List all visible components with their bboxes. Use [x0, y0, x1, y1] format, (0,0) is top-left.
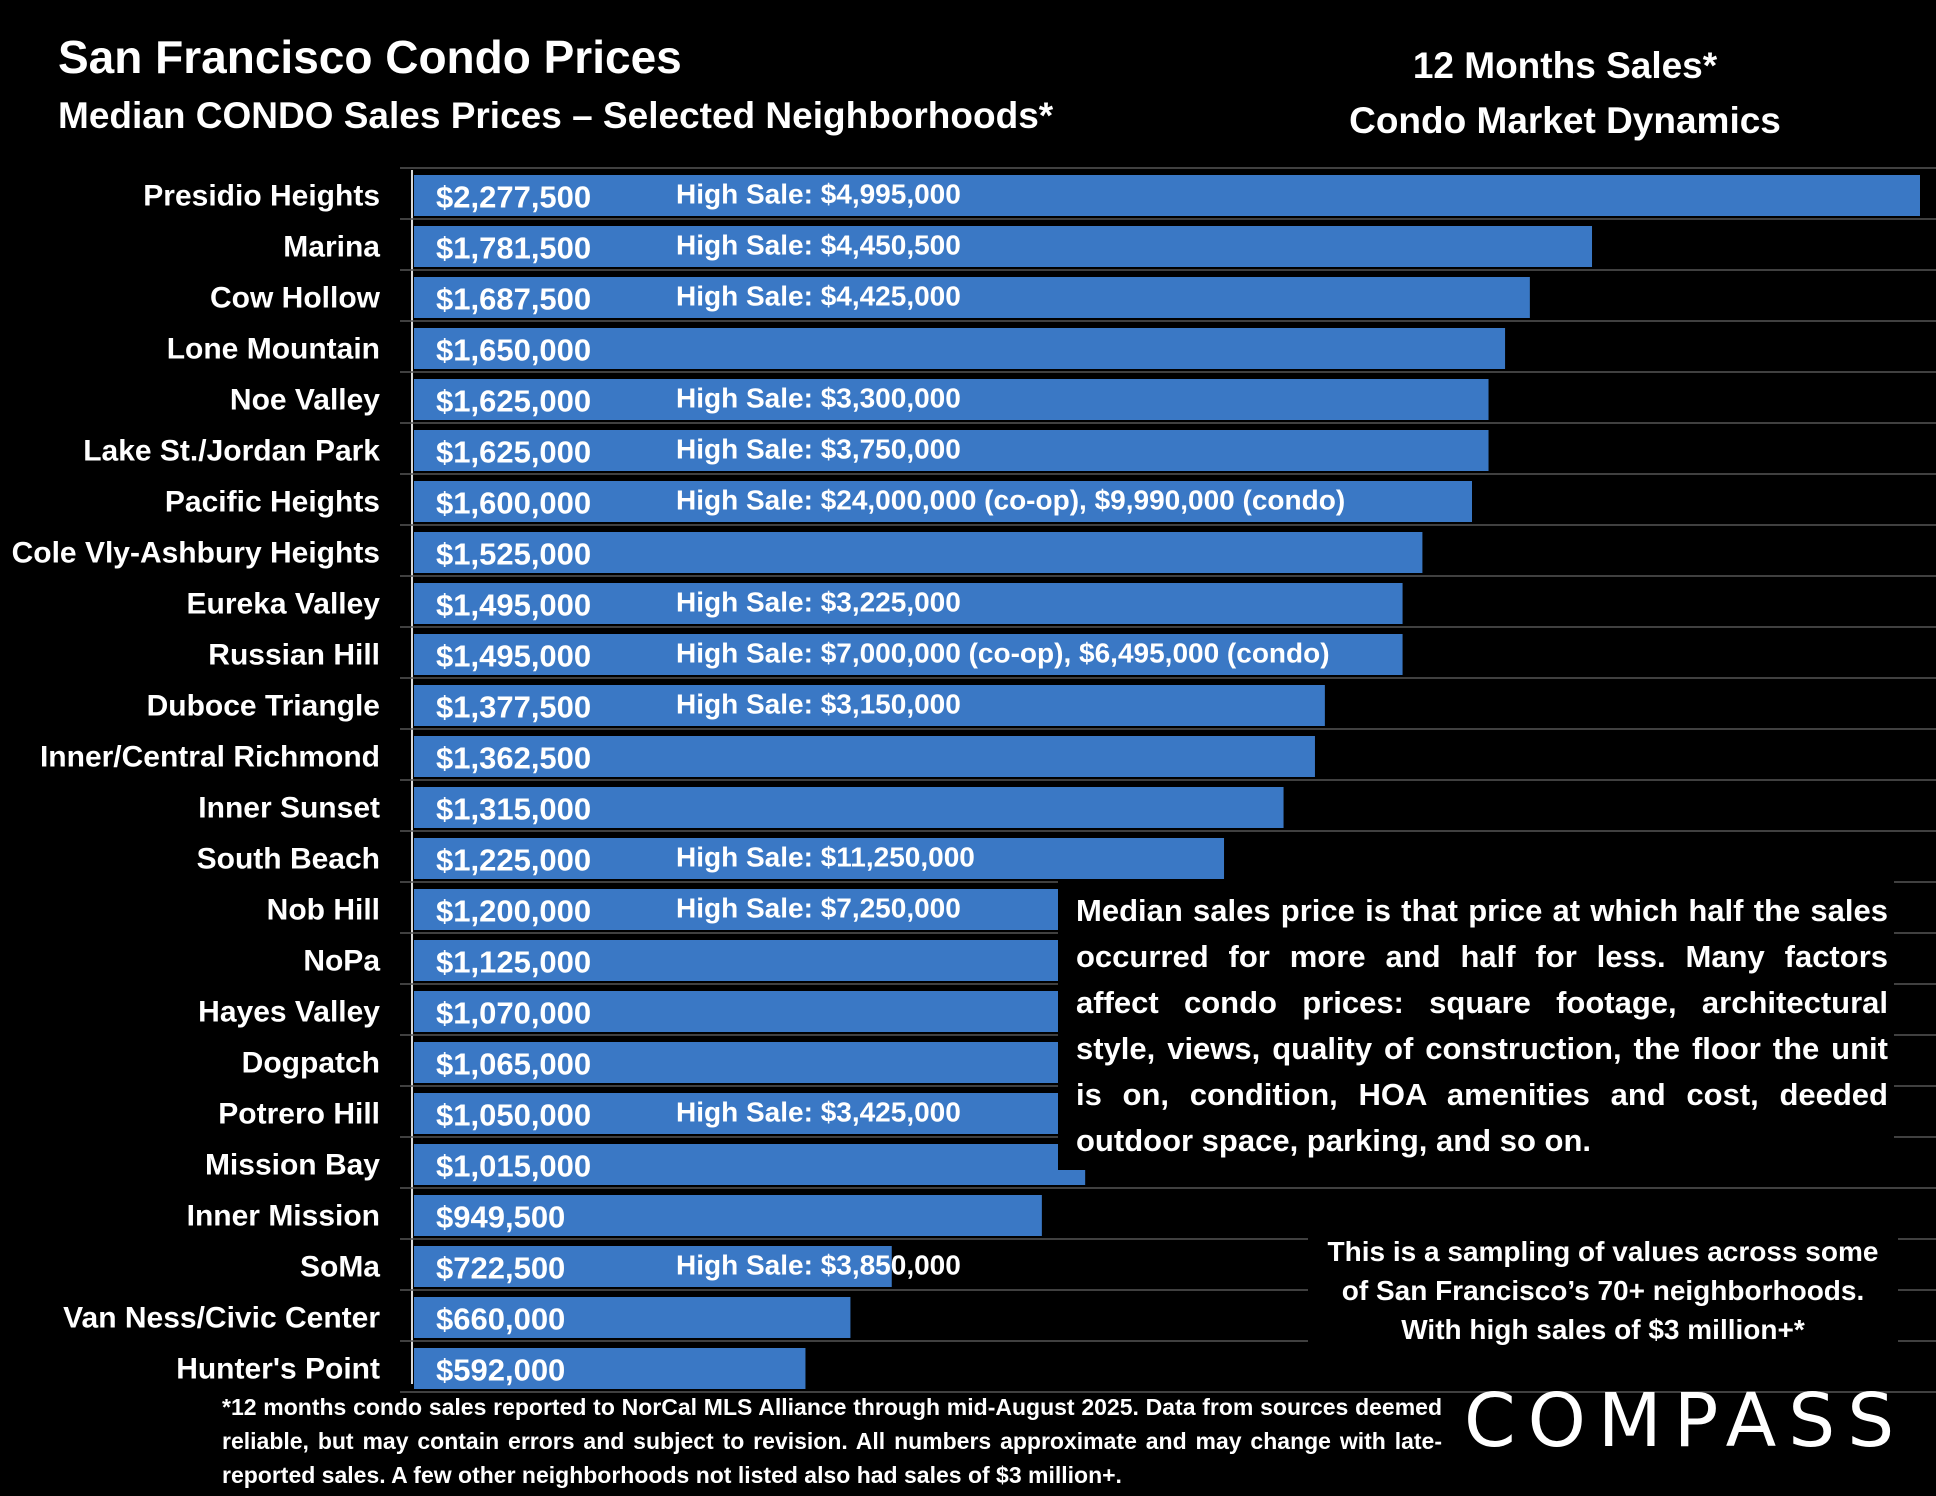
category-label: Inner Mission — [187, 1200, 380, 1233]
value-label: $1,050,000 — [436, 1098, 591, 1133]
bar — [414, 685, 1325, 726]
bar — [414, 1246, 892, 1287]
high-sale-label: High Sale: $7,000,000 (co-op), $6,495,00… — [676, 638, 1330, 669]
bar — [414, 328, 1506, 369]
chart-subtitle: Median CONDO Sales Prices – Selected Nei… — [58, 95, 1054, 136]
value-label: $1,650,000 — [436, 333, 591, 368]
category-label: Potrero Hill — [218, 1098, 380, 1131]
bar — [414, 430, 1489, 471]
value-label: $2,277,500 — [436, 180, 591, 215]
value-label: $1,015,000 — [436, 1149, 591, 1184]
value-label: $1,600,000 — [436, 486, 591, 521]
category-label: Presidio Heights — [143, 180, 380, 213]
category-label: Lake St./Jordan Park — [83, 435, 380, 468]
category-label: Russian Hill — [208, 639, 380, 672]
bar — [414, 1093, 1109, 1134]
high-sale-label: High Sale: $4,995,000 — [676, 179, 961, 210]
sampling-line-3: With high sales of $3 million+* — [1401, 1314, 1805, 1345]
bar — [414, 1297, 851, 1338]
value-label: $592,000 — [436, 1353, 565, 1388]
value-label: $1,495,000 — [436, 588, 591, 623]
right-header-line1: 12 Months Sales* — [1412, 45, 1718, 86]
value-label: $1,781,500 — [436, 231, 591, 266]
sampling-line-2: of San Francisco’s 70+ neighborhoods. — [1341, 1275, 1865, 1306]
category-label: Hunter's Point — [176, 1353, 380, 1386]
compass-logo: COMPASS — [1464, 1378, 1907, 1464]
category-label: Marina — [283, 231, 380, 264]
value-label: $1,525,000 — [436, 537, 591, 572]
value-label: $949,500 — [436, 1200, 565, 1235]
category-label: Mission Bay — [205, 1149, 380, 1182]
category-label: Eureka Valley — [187, 588, 381, 621]
footnote: *12 months condo sales reported to NorCa… — [222, 1394, 1442, 1488]
bar — [414, 838, 1225, 879]
high-sale-label: High Sale: $3,150,000 — [676, 689, 961, 720]
high-sale-label: High Sale: $3,225,000 — [676, 587, 961, 618]
value-label: $1,065,000 — [436, 1047, 591, 1082]
high-sale-label: High Sale: $3,850,000 — [676, 1250, 961, 1281]
bar — [414, 226, 1593, 267]
category-label: Pacific Heights — [165, 486, 380, 519]
category-label: Van Ness/Civic Center — [63, 1302, 380, 1335]
bar — [414, 787, 1284, 828]
bar — [414, 379, 1489, 420]
bar — [414, 175, 1920, 216]
category-label: Duboce Triangle — [147, 690, 380, 723]
category-label: Cole Vly-Ashbury Heights — [12, 537, 380, 570]
high-sale-label: High Sale: $3,425,000 — [676, 1097, 961, 1128]
value-label: $1,625,000 — [436, 384, 591, 419]
chart-title: San Francisco Condo Prices — [58, 31, 682, 83]
category-label: SoMa — [300, 1251, 380, 1284]
median-explanation-box: Median sales price is that price at whic… — [1058, 880, 1894, 1170]
value-label: $1,625,000 — [436, 435, 591, 470]
bar — [414, 736, 1315, 777]
value-label: $1,362,500 — [436, 741, 591, 776]
value-label: $1,315,000 — [436, 792, 591, 827]
bar — [414, 583, 1403, 624]
value-label: $1,225,000 — [436, 843, 591, 878]
bar — [414, 1195, 1042, 1236]
right-header-line2: Condo Market Dynamics — [1349, 100, 1781, 141]
value-label: $1,495,000 — [436, 639, 591, 674]
category-label: Lone Mountain — [167, 333, 380, 366]
value-label: $1,125,000 — [436, 945, 591, 980]
bar — [414, 940, 1158, 981]
high-sale-label: High Sale: $11,250,000 — [676, 842, 975, 873]
category-label: South Beach — [197, 843, 380, 876]
bar — [414, 1144, 1086, 1185]
category-label: Nob Hill — [267, 894, 380, 927]
sampling-note: This is a sampling of values across some… — [1308, 1232, 1898, 1382]
bar — [414, 277, 1530, 318]
sampling-line-1: This is a sampling of values across some — [1327, 1236, 1879, 1267]
high-sale-label: High Sale: $4,450,500 — [676, 230, 961, 261]
category-label: Inner Sunset — [198, 792, 380, 825]
category-label: Dogpatch — [242, 1047, 380, 1080]
value-label: $660,000 — [436, 1302, 565, 1337]
bar — [414, 1042, 1119, 1083]
value-label: $1,200,000 — [436, 894, 591, 929]
high-sale-label: High Sale: $3,300,000 — [676, 383, 961, 414]
value-label: $1,687,500 — [436, 282, 591, 317]
right-header: 12 Months Sales* Condo Market Dynamics — [1290, 38, 1840, 148]
high-sale-label: High Sale: $4,425,000 — [676, 281, 961, 312]
category-label: Cow Hollow — [210, 282, 381, 315]
value-label: $1,070,000 — [436, 996, 591, 1031]
median-explanation-text: Median sales price is that price at whic… — [1076, 893, 1888, 1158]
high-sale-label: High Sale: $3,750,000 — [676, 434, 961, 465]
bar — [414, 532, 1423, 573]
bar — [414, 634, 1403, 675]
high-sale-label: High Sale: $24,000,000 (co-op), $9,990,0… — [676, 485, 1345, 516]
bar — [414, 481, 1473, 522]
bar — [414, 991, 1122, 1032]
high-sale-label: High Sale: $7,250,000 — [676, 893, 961, 924]
value-label: $722,500 — [436, 1251, 565, 1286]
bar — [414, 1348, 806, 1389]
category-label: Hayes Valley — [198, 996, 380, 1029]
category-label: NoPa — [303, 945, 380, 978]
category-label: Inner/Central Richmond — [40, 741, 380, 774]
category-label: Noe Valley — [230, 384, 380, 417]
value-label: $1,377,500 — [436, 690, 591, 725]
